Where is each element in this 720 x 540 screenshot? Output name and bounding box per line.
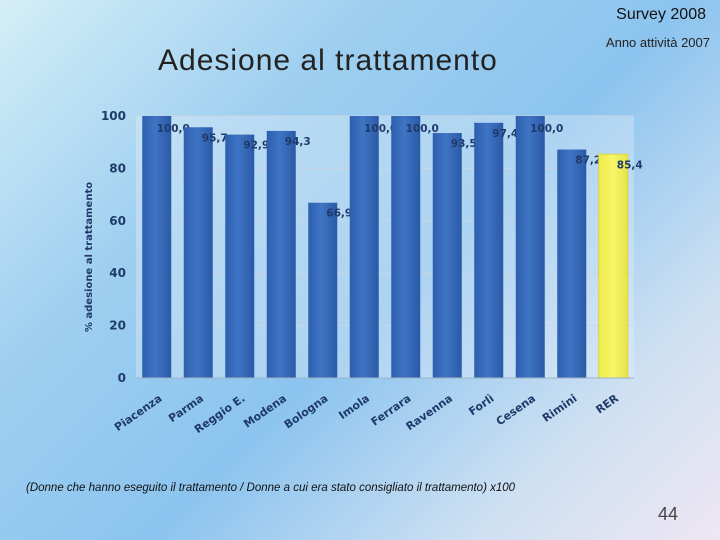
bar	[308, 202, 338, 378]
x-category-label: Cesena	[494, 392, 538, 428]
bar-value-label: 85,4	[617, 159, 643, 171]
x-category-label: Rimini	[540, 392, 579, 425]
y-tick-label: 40	[109, 266, 126, 280]
bar	[557, 149, 587, 378]
x-category-label: Ravenna	[404, 392, 455, 433]
bar-value-label: 100,0	[157, 123, 190, 135]
bar-value-label: 87,2	[575, 155, 601, 167]
bar	[142, 116, 172, 378]
bar-value-label: 100,0	[364, 123, 397, 135]
y-tick-label: 0	[118, 371, 126, 385]
y-tick-label: 20	[109, 319, 126, 333]
y-tick-label: 60	[109, 214, 126, 228]
bar-value-label: 97,4	[492, 128, 518, 140]
bar-value-label: 95,7	[202, 132, 228, 144]
y-tick-label: 100	[101, 109, 126, 123]
bar	[391, 116, 421, 378]
bar	[474, 122, 504, 378]
bar	[349, 116, 379, 378]
page-title: Adesione al trattamento	[158, 44, 498, 77]
bar	[515, 116, 545, 378]
y-axis-label: % adesione al trattamento	[84, 182, 95, 332]
bar-value-label: 92,9	[243, 140, 269, 152]
bar-value-label: 93,5	[451, 138, 477, 150]
bar	[225, 134, 255, 378]
bar	[598, 153, 629, 379]
bar	[183, 127, 213, 379]
activity-year: Anno attività 2007	[605, 35, 710, 50]
y-tick-label: 80	[109, 161, 126, 175]
bar-value-label: 94,3	[285, 136, 311, 148]
bar-value-label: 100,0	[406, 123, 439, 135]
bar-value-label: 100,0	[530, 123, 563, 135]
bar	[432, 133, 462, 378]
page-number: 44	[657, 504, 678, 524]
bar	[266, 130, 296, 378]
x-category-label: Forlì	[466, 392, 496, 418]
x-category-label: Imola	[336, 392, 372, 422]
x-category-label: Piacenza	[112, 392, 164, 434]
x-category-label: RER	[593, 392, 621, 417]
plot-area	[136, 116, 634, 378]
x-category-label: Bologna	[282, 392, 331, 432]
bar-value-label: 66,9	[326, 208, 352, 220]
formula-note: (Donne che hanno eseguito il trattamento…	[26, 482, 516, 494]
survey-year: Survey 2008	[616, 6, 706, 23]
x-category-label: Modena	[241, 392, 289, 431]
